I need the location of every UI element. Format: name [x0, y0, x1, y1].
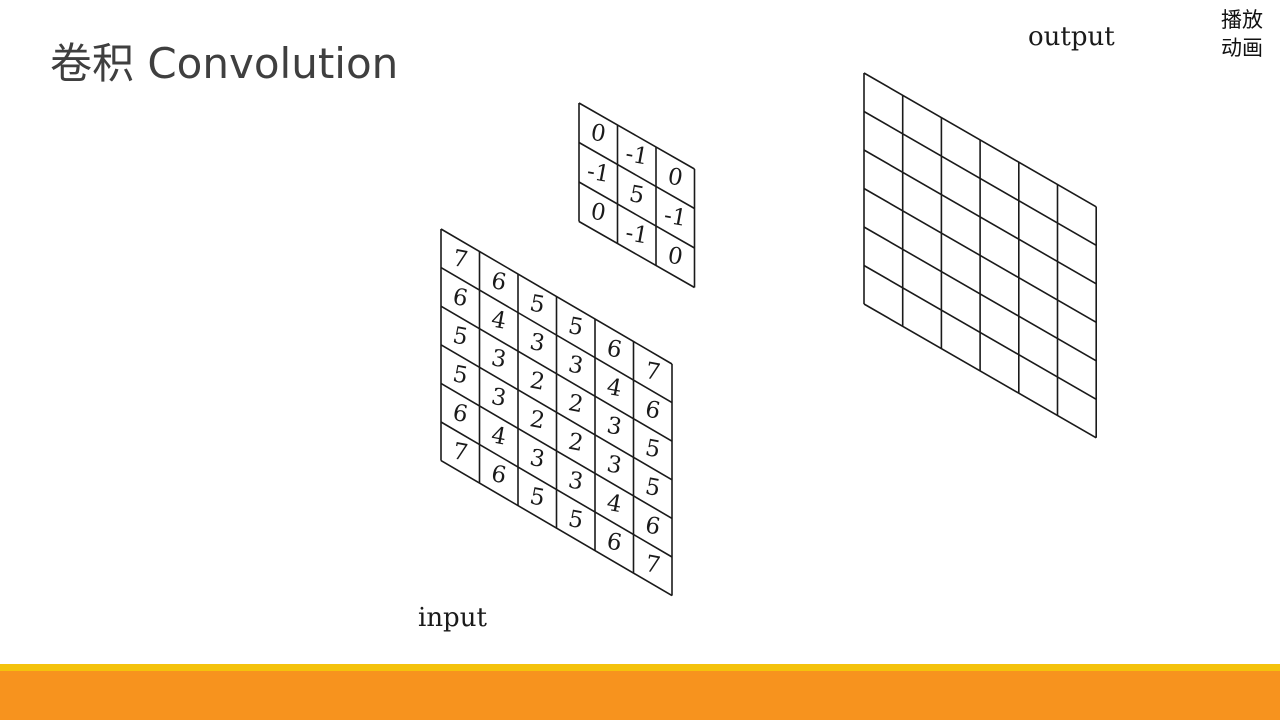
input-cell: 5: [566, 506, 585, 534]
input-cell: 3: [489, 345, 508, 373]
input-cell: 5: [528, 290, 547, 318]
kernel-cell: 0: [589, 120, 608, 148]
input-cell: 7: [643, 551, 662, 579]
input-cell: 4: [489, 307, 508, 335]
input-cell: 3: [489, 384, 508, 412]
input-cell: 7: [451, 245, 470, 273]
play-animation-label-line1: 播放: [1221, 8, 1263, 32]
input-cell: 6: [605, 528, 624, 556]
input-cell: 3: [566, 352, 585, 380]
footer-orange-bar: [0, 671, 1280, 720]
input-cell: 3: [605, 413, 624, 441]
input-cell: 4: [489, 422, 508, 450]
output-grid: [863, 72, 1097, 439]
kernel-cell: -1: [623, 220, 650, 250]
input-cell: 5: [451, 323, 470, 351]
kernel-cell: 0: [666, 164, 685, 192]
kernel-row-line: [578, 181, 695, 249]
kernel-row-line: [578, 220, 695, 289]
input-cell: 5: [643, 474, 662, 502]
input-cell: 4: [605, 374, 624, 402]
input-cell: 6: [489, 461, 508, 489]
kernel-cell: -1: [623, 141, 650, 171]
kernel-cell: -1: [585, 158, 612, 188]
input-cell: 6: [643, 512, 662, 540]
input-cell: 7: [643, 358, 662, 386]
input-cell: 2: [566, 390, 585, 418]
input-cell: 4: [605, 490, 624, 518]
kernel-row-line: [578, 141, 695, 210]
input-cell: 7: [451, 438, 470, 466]
input-cell: 2: [528, 406, 547, 434]
input-cell: 6: [643, 397, 662, 425]
input-cell: 2: [528, 368, 547, 396]
kernel-row-line: [578, 102, 695, 170]
input-cell: 3: [566, 467, 585, 495]
input-cell: 3: [528, 445, 547, 473]
play-animation-button[interactable]: 播放 动画: [1212, 6, 1272, 62]
output-label: output: [1028, 22, 1115, 52]
slide-title: 卷积 Convolution: [50, 39, 399, 88]
input-cell: 2: [566, 429, 585, 457]
kernel-cell: 0: [666, 243, 685, 271]
kernel-grid: 0 -1 0 -1 5 -1 0 -1 0: [578, 102, 696, 289]
input-cell: 5: [566, 313, 585, 341]
kernel-cell: 0: [589, 199, 608, 227]
input-cell: 5: [451, 361, 470, 389]
input-cell: 5: [643, 435, 662, 463]
input-cell: 6: [489, 268, 508, 296]
input-cell: 6: [451, 284, 470, 312]
input-cell: 3: [528, 329, 547, 357]
footer-yellow-stripe: [0, 664, 1280, 671]
play-animation-label-line2: 动画: [1221, 36, 1263, 60]
kernel-cell: -1: [662, 202, 689, 232]
input-label: input: [418, 603, 487, 633]
input-cell: 5: [528, 483, 547, 511]
kernel-cell: 5: [627, 181, 646, 209]
input-cell: 6: [451, 400, 470, 428]
input-cell: 6: [605, 335, 624, 363]
convolution-diagram: 0-10-15-10-10 76556764334653223553223564…: [418, 22, 1115, 633]
input-cell: 3: [605, 451, 624, 479]
